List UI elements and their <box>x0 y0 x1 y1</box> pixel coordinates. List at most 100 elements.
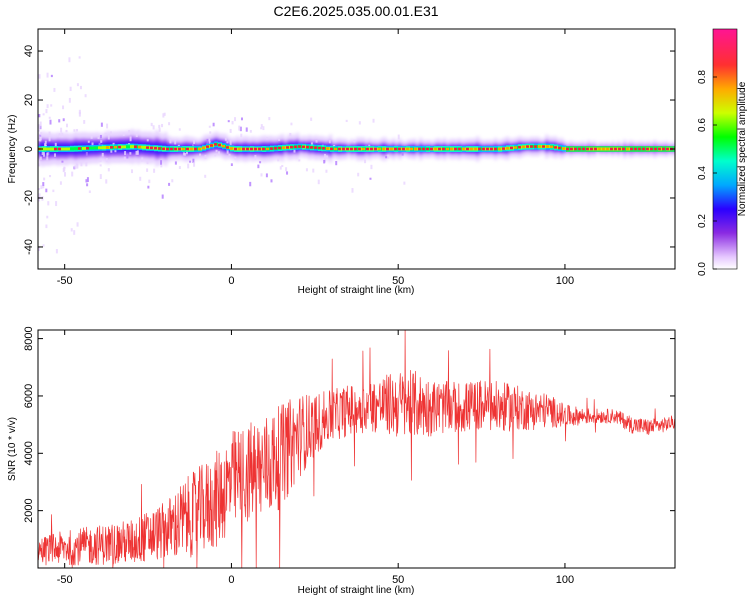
spectrogram-cell <box>192 158 195 163</box>
spectrogram-cell <box>44 143 47 148</box>
spectrogram-cell <box>174 161 177 165</box>
spectrogram-cell <box>234 156 237 160</box>
spectrogram-cell <box>39 136 42 141</box>
spectrogram-cell <box>39 121 42 127</box>
spectrogram-cell <box>54 147 57 151</box>
spectrogram-cell <box>634 147 637 151</box>
spectrogram-y-tick-label: 20 <box>23 94 35 106</box>
spectrogram-cell <box>189 160 192 163</box>
spectrogram-cell <box>44 140 47 144</box>
spectrogram-cell <box>546 145 549 148</box>
spectrogram-cell <box>45 108 48 114</box>
colorbar-tick-label: 0.4 <box>697 166 708 180</box>
spectrogram-cell <box>141 157 144 162</box>
spectrogram-cell <box>199 153 202 156</box>
spectrogram-cell <box>38 114 41 118</box>
spectrogram-cell <box>226 149 229 154</box>
spectrogram-cell <box>302 145 305 149</box>
spectrogram-cell <box>354 147 357 151</box>
spectrogram-cell <box>578 147 581 151</box>
spectrogram-cell <box>542 145 545 148</box>
spectrogram-cell <box>46 156 49 161</box>
spectrogram-cell <box>234 147 237 151</box>
spectrogram-cell <box>364 159 367 164</box>
spectrogram-cell <box>68 57 71 63</box>
spectrogram-cell <box>257 164 260 169</box>
spectrogram-cell <box>55 201 58 207</box>
spectrogram-cell <box>73 230 76 235</box>
spectrogram-cell <box>62 118 65 122</box>
spectrogram-cell <box>186 147 189 151</box>
spectrogram-cell <box>268 117 271 121</box>
spectrogram-cell <box>153 168 156 173</box>
spectrogram-cell <box>566 147 569 151</box>
spectrogram-cell <box>104 132 107 135</box>
spectrogram-cell <box>63 166 66 172</box>
spectrogram-cell <box>622 147 625 151</box>
spectrogram-cell <box>69 86 72 92</box>
spectrogram-cell <box>514 146 517 149</box>
spectrogram-cell <box>266 137 269 140</box>
spectrogram-cell <box>38 74 41 79</box>
spectrogram-cell <box>530 145 533 148</box>
spectrogram-cell <box>372 118 375 123</box>
spectrogram-cell <box>290 145 293 149</box>
spectrogram-cell <box>286 146 289 149</box>
spectrogram-cell <box>102 146 107 150</box>
colorbar-tick-label: 0.0 <box>697 262 708 276</box>
spectrogram-cell <box>85 179 88 183</box>
spectrogram-cell <box>326 147 329 150</box>
spectrogram-cell <box>39 156 42 160</box>
spectrogram-cell <box>46 104 49 109</box>
spectrogram-cell <box>76 83 79 87</box>
colorbar-tick-label: 0.6 <box>697 118 708 132</box>
spectrogram-cell <box>230 163 233 167</box>
figure-title: C2E6.2025.035.00.01.E31 <box>273 3 438 19</box>
spectrogram-cell <box>118 145 121 149</box>
spectrogram-cell <box>642 147 645 151</box>
spectrogram-cell <box>228 153 231 156</box>
spectrogram-cell <box>322 147 325 150</box>
spectrogram-cell <box>162 147 165 150</box>
spectrogram-cell <box>131 169 134 174</box>
spectrogram-cell <box>510 146 513 150</box>
spectrogram-cell <box>42 185 45 189</box>
spectrogram-cell <box>214 143 217 146</box>
spectrogram-cell <box>526 145 529 148</box>
spectrogram-cell <box>76 128 79 132</box>
spectrogram-cell <box>240 133 243 138</box>
spectrogram-cell <box>139 176 142 181</box>
snr-x-tick-label: 0 <box>228 574 234 586</box>
spectrogram-cell <box>462 147 465 151</box>
spectrogram-cell <box>324 153 327 159</box>
spectrogram-cell <box>353 139 356 143</box>
snr-plot-area <box>38 330 675 568</box>
spectrogram-cell <box>498 147 501 151</box>
spectrogram-cell <box>402 147 405 151</box>
spectrogram-cell <box>168 122 171 126</box>
spectrogram-cell <box>160 164 163 168</box>
spectrogram-cell <box>48 131 51 137</box>
spectrogram-cell <box>98 142 101 147</box>
spectrogram-cell <box>38 188 41 191</box>
spectrogram-cell <box>229 140 232 146</box>
spectrogram-cell <box>265 173 268 178</box>
spectrogram-cell <box>289 132 292 137</box>
spectrogram-cell <box>99 174 102 180</box>
spectrogram-cell <box>310 117 313 121</box>
spectrogram-cell <box>278 146 281 150</box>
spectrogram-cell <box>394 147 397 151</box>
snr-y-tick-label: 8000 <box>23 326 35 350</box>
spectrogram-cell <box>226 146 229 149</box>
spectrogram-cell <box>538 145 541 148</box>
spectrogram-cell <box>185 149 188 155</box>
spectrogram-cell <box>100 140 103 143</box>
spectrogram-cell <box>314 146 317 149</box>
spectrogram-cell <box>430 147 433 151</box>
spectrogram-cell <box>470 147 473 151</box>
spectrogram-cell <box>454 147 457 151</box>
spectrogram-cell <box>46 72 49 78</box>
spectrogram-cell <box>238 147 241 151</box>
spectrogram-cell <box>40 132 43 136</box>
spectrogram-cell <box>160 160 163 165</box>
